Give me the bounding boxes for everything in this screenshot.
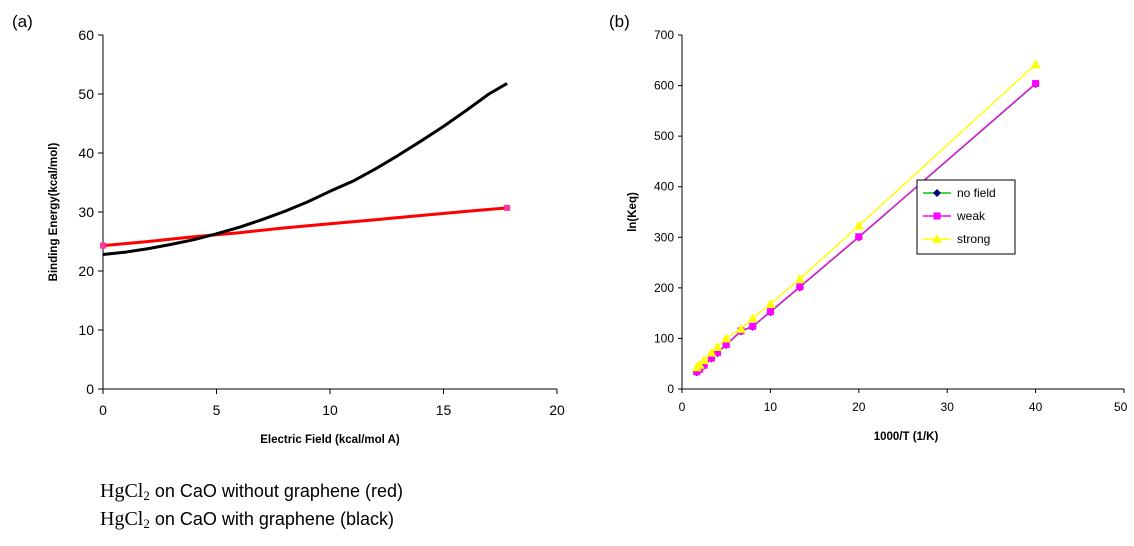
legend-swatch-marker bbox=[933, 189, 941, 197]
y-tick-labels-b: 0 100 200 300 400 500 600 700 bbox=[654, 28, 682, 396]
x-tick-label-b: 20 bbox=[852, 400, 866, 414]
legend-label: strong bbox=[957, 232, 990, 246]
caption-text: on CaO with graphene (black) bbox=[149, 509, 394, 529]
data-point-b-2 bbox=[694, 359, 705, 369]
legend-b: no field weak strong bbox=[916, 179, 1016, 255]
y-tick-label-b: 300 bbox=[654, 230, 674, 244]
y-tick-label-a: 60 bbox=[78, 27, 94, 43]
x-tick-label-a: 0 bbox=[99, 402, 107, 418]
series-end-marker-a bbox=[100, 242, 106, 249]
data-point-b-1 bbox=[707, 354, 715, 362]
data-point-b-1 bbox=[749, 322, 757, 330]
x-tick-label-a: 5 bbox=[213, 402, 221, 418]
x-tick-labels-b: 0 10 20 30 40 50 bbox=[679, 389, 1128, 414]
data-point-b-2 bbox=[1030, 59, 1041, 69]
x-tick-label-b: 30 bbox=[941, 400, 955, 414]
x-axis-label-b: 1000/T (1/K) bbox=[874, 431, 939, 443]
caption-line-1: HgCl2 on CaO without graphene (red) bbox=[100, 480, 403, 504]
data-point-b-2 bbox=[747, 313, 758, 323]
y-tick-label-a: 50 bbox=[78, 86, 94, 102]
x-tick-labels-a: 0 5 10 15 20 bbox=[99, 389, 565, 418]
caption-subscript: 2 bbox=[143, 516, 150, 531]
series-line-a-1 bbox=[102, 82, 508, 256]
data-point-b-2 bbox=[699, 355, 710, 365]
caption-subscript: 2 bbox=[143, 488, 150, 503]
y-tick-label-b: 0 bbox=[667, 382, 674, 396]
caption-formula: HgCl bbox=[100, 508, 144, 530]
y-tick-label-b: 500 bbox=[654, 129, 674, 143]
y-tick-label-b: 400 bbox=[654, 180, 674, 194]
x-tick-label-a: 20 bbox=[549, 402, 565, 418]
data-point-b-2 bbox=[721, 333, 732, 343]
caption-line-2: HgCl2 on CaO with graphene (black) bbox=[100, 508, 394, 532]
y-tick-labels-a: 0 10 20 30 40 50 60 bbox=[78, 27, 103, 397]
y-axis-label-a: Binding Energy(kcal/mol) bbox=[48, 143, 60, 282]
legend-swatch-marker bbox=[933, 212, 941, 220]
data-point-b-1 bbox=[796, 283, 804, 291]
chart-a: (a) 0 10 20 30 40 50 60 0 5 10 15 20 Electric Fiel… bbox=[12, 12, 565, 446]
x-tick-label-b: 50 bbox=[1114, 400, 1128, 414]
y-tick-label-a: 0 bbox=[86, 381, 94, 397]
data-point-b-1 bbox=[700, 361, 708, 369]
y-tick-label-a: 20 bbox=[78, 263, 94, 279]
series-end-marker-a bbox=[504, 204, 511, 211]
y-tick-label-b: 200 bbox=[654, 281, 674, 295]
x-axis-label-a: Electric Field (kcal/mol A) bbox=[260, 434, 400, 446]
series-b bbox=[691, 59, 1041, 377]
data-point-b-2 bbox=[706, 347, 717, 357]
legend-swatch-marker bbox=[932, 234, 942, 243]
x-tick-label-a: 15 bbox=[436, 402, 452, 418]
data-point-b-1 bbox=[713, 349, 721, 357]
data-point-b-1 bbox=[766, 308, 774, 316]
legend-label: weak bbox=[956, 209, 986, 223]
caption-text: on CaO without graphene (red) bbox=[149, 481, 403, 501]
plot-area-b bbox=[681, 35, 1124, 390]
data-point-b-1 bbox=[1032, 80, 1040, 88]
y-tick-label-b: 600 bbox=[654, 79, 674, 93]
y-tick-label-a: 40 bbox=[78, 145, 94, 161]
panel-label-a: (a) bbox=[12, 12, 33, 31]
x-tick-label-a: 10 bbox=[322, 402, 338, 418]
y-tick-label-b: 700 bbox=[654, 28, 674, 42]
data-point-b-1 bbox=[855, 233, 863, 241]
plot-area-a bbox=[102, 35, 557, 390]
y-tick-label-b: 100 bbox=[654, 331, 674, 345]
series-line-a-0 bbox=[102, 206, 508, 248]
x-tick-label-b: 0 bbox=[679, 400, 686, 414]
legend-label: no field bbox=[957, 186, 996, 200]
y-tick-label-a: 30 bbox=[78, 204, 94, 220]
data-point-b-2 bbox=[735, 323, 746, 333]
data-point-b-2 bbox=[794, 273, 805, 283]
data-point-b-2 bbox=[712, 342, 723, 352]
data-point-b-2 bbox=[765, 299, 776, 309]
data-point-b-2 bbox=[853, 220, 864, 230]
chart-b: (b) 0 100 200 300 400 500 600 700 0 10 20 30 40 50 1… bbox=[609, 12, 1128, 443]
series-a bbox=[100, 82, 511, 256]
panel-label-b: (b) bbox=[609, 12, 630, 31]
x-tick-label-b: 40 bbox=[1029, 400, 1043, 414]
x-tick-label-b: 10 bbox=[764, 400, 778, 414]
y-axis-label-b: ln(Keq) bbox=[627, 192, 639, 232]
y-tick-label-a: 10 bbox=[78, 322, 94, 338]
data-point-b-1 bbox=[722, 340, 730, 348]
caption-formula: HgCl bbox=[100, 480, 144, 502]
